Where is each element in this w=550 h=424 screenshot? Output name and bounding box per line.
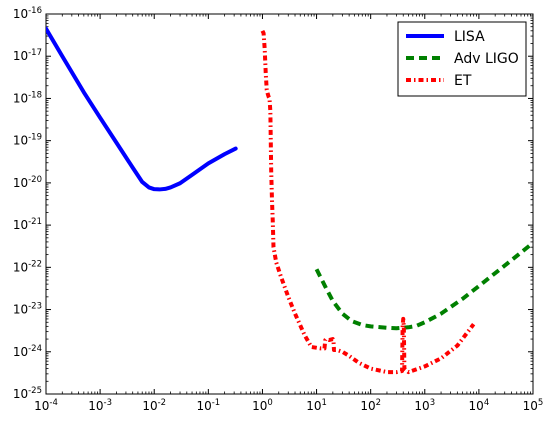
tick-exponent: -1 — [212, 398, 220, 408]
legend-label: Adv LIGO — [454, 51, 519, 67]
tick-exponent: -2 — [158, 398, 166, 408]
series-line-lisa — [46, 26, 238, 192]
tick-base: 10 — [306, 399, 321, 413]
tick-label: 102 — [360, 398, 381, 413]
tick-label: 10-16 — [13, 6, 42, 21]
tick-exponent: 1 — [321, 398, 326, 408]
tick-base: 10 — [13, 91, 28, 105]
tick-base: 10 — [414, 399, 429, 413]
tick-exponent: -3 — [104, 398, 112, 408]
tick-exponent: -22 — [28, 259, 42, 269]
tick-label: 103 — [414, 398, 435, 413]
tick-base: 10 — [142, 399, 157, 413]
tick-exponent: -20 — [28, 175, 42, 185]
tick-base: 10 — [13, 345, 28, 359]
tick-base: 10 — [13, 260, 28, 274]
tick-exponent: 3 — [430, 398, 435, 408]
series-line-adv-ligo — [314, 241, 533, 331]
tick-exponent: -19 — [28, 133, 42, 143]
tick-label: 10-21 — [13, 217, 42, 232]
legend-label: ET — [454, 73, 472, 89]
tick-exponent: -21 — [28, 217, 42, 227]
tick-base: 10 — [252, 399, 267, 413]
tick-base: 10 — [523, 399, 538, 413]
tick-base: 10 — [13, 7, 28, 21]
series-lines — [46, 26, 533, 375]
tick-exponent: -16 — [28, 6, 42, 16]
tick-base: 10 — [34, 399, 49, 413]
tick-base: 10 — [13, 176, 28, 190]
tick-base: 10 — [88, 399, 103, 413]
tick-exponent: -18 — [28, 90, 42, 100]
tick-label: 10-1 — [196, 398, 220, 413]
tick-label: 101 — [306, 398, 327, 413]
tick-label: 10-4 — [34, 398, 58, 413]
tick-label: 10-3 — [88, 398, 112, 413]
tick-label: 10-23 — [13, 302, 42, 317]
tick-exponent: -17 — [28, 48, 42, 58]
tick-label: 10-25 — [13, 386, 42, 401]
tick-label: 105 — [523, 398, 544, 413]
tick-label: 10-18 — [13, 90, 42, 105]
legend: LISA Adv LIGO ET — [397, 21, 527, 97]
tick-base: 10 — [196, 399, 211, 413]
tick-exponent: -4 — [49, 398, 57, 408]
tick-base: 10 — [13, 134, 28, 148]
tick-base: 10 — [13, 387, 28, 401]
tick-label: 10-19 — [13, 133, 42, 148]
tick-exponent: -25 — [28, 386, 42, 396]
tick-base: 10 — [360, 399, 375, 413]
tick-exponent: 4 — [484, 398, 489, 408]
tick-label: 10-22 — [13, 259, 42, 274]
axis-ticks: 10-4 10-3 10-2 10-1 100 101 102 103 104 10510-251… — [13, 6, 544, 413]
tick-base: 10 — [13, 49, 28, 63]
tick-exponent: 2 — [376, 398, 381, 408]
tick-label: 100 — [252, 398, 273, 413]
tick-exponent: 0 — [267, 398, 272, 408]
tick-exponent: -24 — [28, 344, 42, 354]
tick-label: 104 — [469, 398, 490, 413]
tick-exponent: 5 — [538, 398, 543, 408]
tick-label: 10-2 — [142, 398, 166, 413]
tick-label: 10-20 — [13, 175, 42, 190]
legend-label: LISA — [454, 29, 485, 45]
tick-label: 10-24 — [13, 344, 42, 359]
tick-base: 10 — [469, 399, 484, 413]
series-line-et — [260, 29, 476, 375]
tick-base: 10 — [13, 218, 28, 232]
tick-exponent: -23 — [28, 302, 42, 312]
tick-label: 10-17 — [13, 48, 42, 63]
tick-base: 10 — [13, 303, 28, 317]
